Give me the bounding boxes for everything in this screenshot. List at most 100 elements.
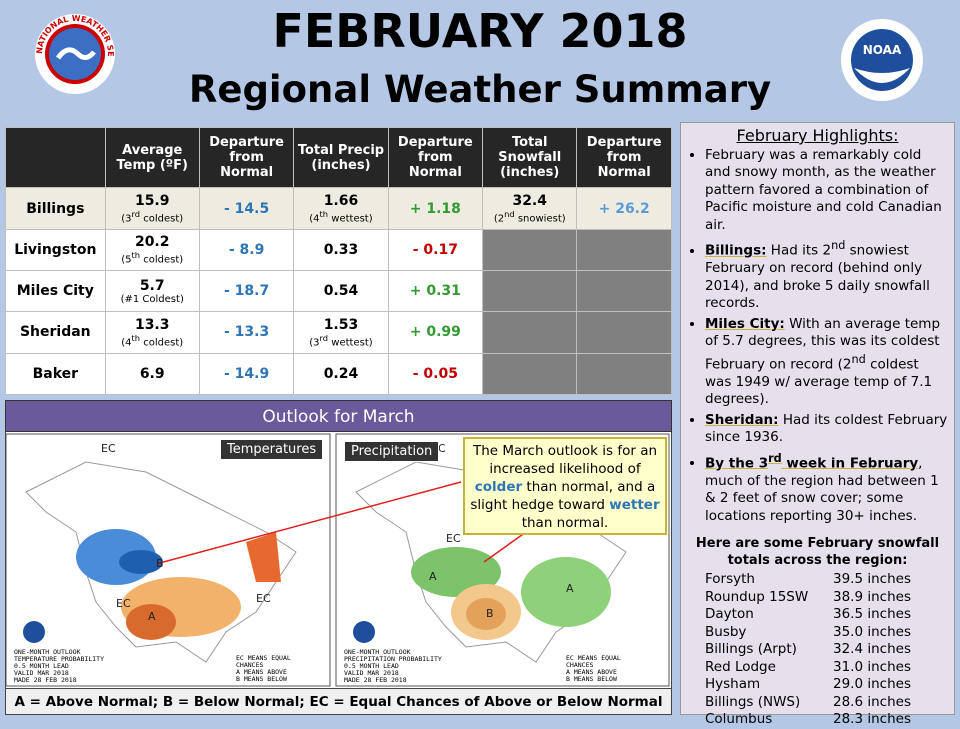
value: 0.54 [323, 283, 359, 300]
map-key: B MEANS BELOW [566, 675, 617, 683]
text: (3 [121, 213, 132, 225]
value: - 0.17 [412, 241, 458, 258]
text: wettest) [328, 337, 373, 349]
cell: - 18.7 [198, 270, 295, 313]
value: - 0.05 [412, 365, 458, 382]
map-caption: VALID MAR 2018 [14, 669, 69, 677]
cell: - 14.5 [198, 187, 295, 230]
superscript: nd [504, 208, 515, 219]
value: 1.66 [323, 192, 359, 209]
callout-arrow [483, 531, 527, 563]
map-caption: TEMPERATURE PROBABILITY [14, 655, 104, 663]
snow-location: Red Lodge [705, 658, 776, 675]
value: 6.9 [139, 365, 165, 382]
map-label: B [156, 557, 164, 570]
value: 32.4 [512, 192, 547, 209]
snow-location: Dayton [705, 606, 754, 622]
highlight-item: February was a remarkably cold and snowy… [705, 147, 948, 235]
cell: 0.24 [293, 352, 389, 396]
snow-total: 29.0 inches [833, 676, 911, 692]
value: - 14.5 [223, 200, 270, 217]
map-caption: VALID MAR 2018 [344, 669, 399, 677]
noaa-logo: NOAA [841, 19, 923, 101]
text: (5 [121, 254, 132, 266]
header-cell: Total Precip (inches) [293, 126, 389, 189]
map-key: CHANCES [566, 661, 593, 669]
note: (5th coldest) [108, 250, 197, 265]
cell: 20.2 (5th coldest) [104, 228, 200, 272]
snow-item: Hysham 29.0 inches [705, 676, 948, 694]
text: With an average temp of 5.7 degrees, thi… [705, 315, 941, 373]
highlight-item: By the 3rd week in February, much of the… [705, 450, 948, 526]
text: (#1 Coldest) [120, 293, 184, 305]
map-caption: ONE-MONTH OUTLOOK [14, 648, 81, 656]
header-cell: Total Snowfall (inches) [482, 126, 578, 189]
cell: 1.66 (4th wettest) [293, 187, 389, 230]
cell: 13.3 (4th coldest) [104, 311, 200, 354]
empty-cell [482, 311, 578, 354]
header-cell [5, 126, 106, 189]
snow-item: Red Lodge 31.0 inches [705, 659, 948, 677]
text: Had its 2 [766, 242, 832, 259]
note: (4th wettest) [296, 209, 385, 224]
map-label: B [486, 607, 494, 620]
cell: - 8.9 [198, 228, 295, 272]
map-key: B MEANS BELOW [236, 675, 287, 683]
note: (#1 Coldest) [108, 294, 197, 305]
empty-cell [482, 228, 578, 272]
value: + 26.2 [598, 200, 650, 217]
value: 0.33 [323, 241, 359, 258]
value: + 1.18 [409, 200, 461, 217]
snow-total: 32.4 inches [833, 641, 911, 657]
cell: 6.9 [104, 352, 200, 396]
map-caption: ONE-MONTH OUTLOOK [344, 648, 411, 656]
empty-cell [576, 311, 672, 354]
map-key: CHANCES [236, 661, 263, 669]
text: February was a remarkably cold and snowy… [705, 146, 942, 233]
cell: 15.9 (3rd coldest) [104, 187, 200, 230]
superscript: nd [851, 352, 866, 366]
text: The March outlook is for an increased li… [472, 443, 658, 477]
snow-location: Busby [705, 623, 747, 640]
station: Livingston [5, 228, 106, 272]
text: (4 [309, 213, 320, 225]
empty-cell [482, 270, 578, 313]
text: coldest) [140, 254, 184, 266]
value: 1.53 [323, 316, 359, 333]
snow-total: 35.0 inches [833, 623, 911, 640]
text: coldest) [140, 337, 184, 349]
snow-total: 36.5 inches [833, 606, 911, 622]
superscript: nd [831, 239, 846, 252]
value: 15.9 [134, 192, 170, 209]
header-cell: Average Temp (ºF) [104, 126, 200, 189]
cell: 32.4 (2nd snowiest) [482, 187, 578, 230]
cell: 1.53 (3rd wettest) [293, 311, 389, 354]
highlight-item: Sheridan: Had its coldest February since… [705, 412, 948, 447]
text: coldest was 1949 w/ average temp of 7.1 … [705, 356, 933, 407]
note: (3rd coldest) [108, 209, 197, 224]
value: - 13.3 [223, 324, 270, 341]
snow-location: Hysham [705, 676, 761, 692]
snow-item: Dayton 36.5 inches [705, 606, 948, 624]
station: Sheridan [5, 311, 106, 354]
noaa-logo-text: NOAA [863, 43, 902, 57]
text: wettest) [328, 213, 373, 225]
cell: - 13.3 [198, 311, 295, 354]
superscript: rd [768, 451, 782, 465]
text: than normal, and a slight hedge toward [470, 479, 656, 513]
text: (4 [121, 337, 132, 349]
title: FEBRUARY 2018 [272, 4, 688, 58]
map-key: A MEANS ABOVE [236, 668, 287, 676]
empty-cell [576, 228, 672, 272]
value: 5.7 [139, 277, 165, 294]
cell: + 1.18 [387, 187, 484, 230]
callout-arrow [155, 481, 462, 565]
value: - 14.9 [223, 365, 270, 382]
callout: The March outlook is for an increased li… [463, 437, 667, 535]
header-row: Average Temp (ºF) Departure from Normal To… [5, 126, 672, 189]
text: snowiest February on record (behind only… [705, 242, 930, 312]
value: - 18.7 [223, 283, 270, 300]
snow-location: Billings (Arpt) [705, 641, 797, 657]
cell: - 0.05 [387, 352, 484, 396]
bold-text: By the 3 [705, 455, 769, 471]
